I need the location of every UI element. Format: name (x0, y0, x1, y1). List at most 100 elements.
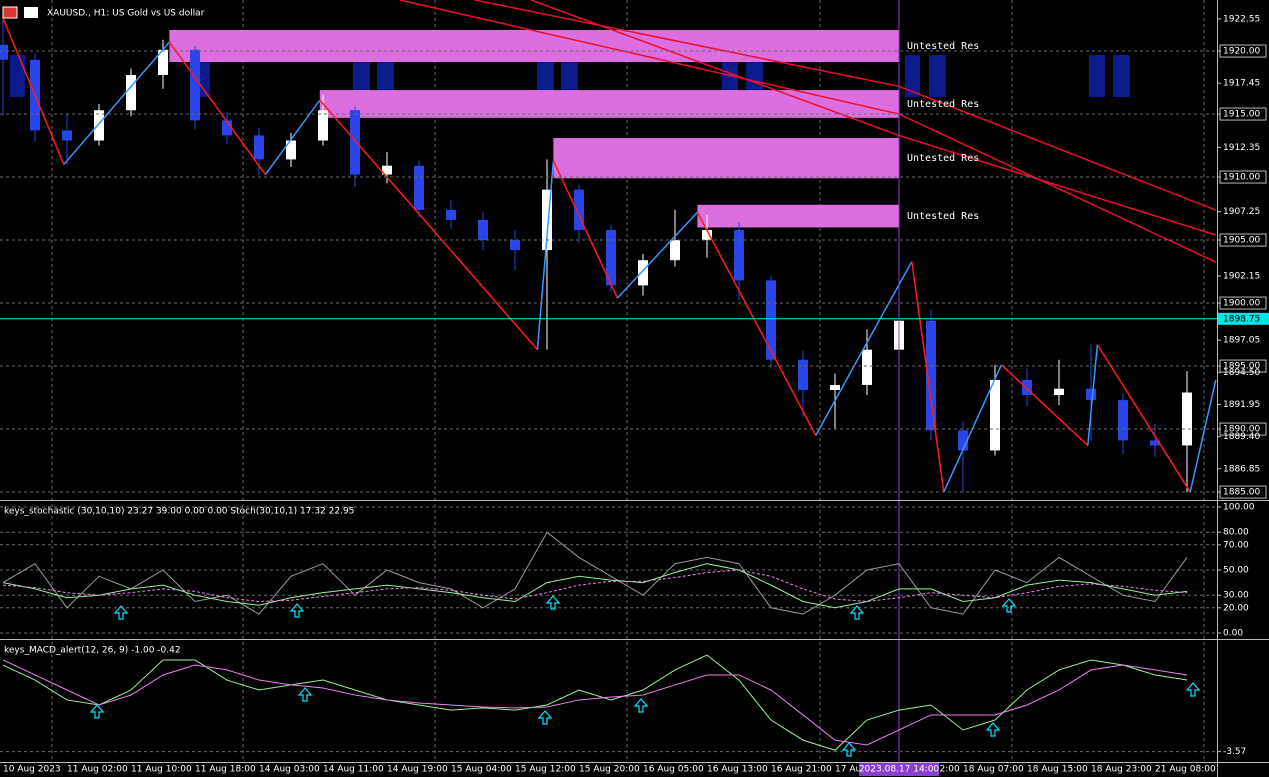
pane-title: keys_MACD_alert(12, 26, 9) -1.00 -0.42 (4, 646, 181, 656)
tick-box (1219, 107, 1267, 121)
x-tick-label: 14 Aug 11:00 (323, 765, 384, 775)
y-tick-label: 1922.55 (1223, 14, 1260, 24)
zigzag-leg (696, 211, 817, 436)
symbol-icon (2, 6, 18, 19)
y-tick-label: 1902.15 (1223, 271, 1260, 281)
candle-body (1118, 400, 1128, 441)
zigzag-leg (264, 99, 321, 175)
y-tick-label: 1920.00 (1223, 47, 1260, 57)
candle-body (0, 44, 8, 60)
x-tick-label: 16 Aug 13:00 (707, 765, 768, 775)
crosshair-label: 2023.08.17 14:00 (859, 765, 940, 775)
symbol-icon (24, 7, 38, 18)
pane-title: keys_stochastic (30,10,10) 23.27 39.00 0… (4, 507, 354, 517)
y-tick-label: 1912.35 (1223, 143, 1260, 153)
resistance-zone (169, 29, 899, 62)
resistance-zone (697, 204, 899, 228)
y-tick-label: 1917.45 (1223, 79, 1260, 89)
zone-label: Untested Res (907, 153, 979, 164)
current-price-label: 1898.75 (1223, 314, 1260, 324)
crosshair-box (859, 763, 939, 776)
y-tick-label: 1889.40 (1223, 432, 1260, 442)
y-tick-label: 20.00 (1223, 603, 1249, 613)
zone-label: Untested Res (907, 41, 979, 52)
zigzag-leg (1189, 379, 1217, 493)
candle-body (574, 189, 584, 230)
zigzag-leg (911, 261, 945, 493)
y-tick-label: 70.00 (1223, 540, 1249, 550)
candle-body (990, 379, 1000, 451)
y-tick-label: 1891.95 (1223, 400, 1260, 410)
indicator-line (2, 569, 1188, 603)
y-tick-label: 1905.00 (1223, 236, 1260, 246)
zigzag-leg (1000, 364, 1089, 446)
indicator-line (2, 531, 1188, 615)
tick-box (1219, 296, 1267, 310)
x-tick-label: 16 Aug 05:00 (643, 765, 704, 775)
y-tick-label: 1907.25 (1223, 207, 1260, 217)
x-tick-label: 11 Aug 02:00 (67, 765, 128, 775)
y-tick-label: 0.00 (1223, 629, 1243, 639)
candle-body (222, 120, 232, 136)
candle-body (318, 110, 328, 141)
current-price-box (1218, 312, 1269, 325)
candle-body (606, 229, 616, 286)
zigzag-leg (943, 364, 1003, 493)
candle-body (1150, 440, 1160, 446)
tick-box (1219, 233, 1267, 247)
candle-body (798, 359, 808, 390)
x-tick-label: 11 Aug 18:00 (195, 765, 256, 775)
candle-body (62, 130, 72, 141)
signal-arrows (89, 595, 1201, 757)
candle-body (286, 140, 296, 160)
candle-body (926, 320, 936, 431)
candle-body (542, 189, 552, 251)
indicator-line (2, 654, 1188, 751)
resistance-zone (319, 90, 899, 118)
resistance-zone (553, 137, 899, 179)
x-tick-label: 14 Aug 19:00 (387, 765, 448, 775)
y-tick-label: 1890.00 (1223, 425, 1260, 435)
indicator-line (2, 563, 1188, 609)
y-tick-label: 1895.00 (1223, 362, 1260, 372)
x-tick-label: 10 Aug 2023 (3, 765, 61, 775)
zigzag-leg (1096, 344, 1191, 493)
candle-body (1054, 388, 1064, 396)
candle-body (702, 229, 712, 241)
candle-body (478, 219, 488, 241)
x-tick-label: 18 Aug 07:00 (963, 765, 1024, 775)
y-tick-label: 100.00 (1223, 503, 1255, 513)
candle-body (190, 49, 200, 121)
y-tick-label: 1900.00 (1223, 299, 1260, 309)
x-tick-label: 18 Aug 15:00 (1027, 765, 1088, 775)
candle-body (254, 135, 264, 160)
y-tick-label: 30.00 (1223, 591, 1249, 601)
x-tick-label: 11 Aug 10:00 (131, 765, 192, 775)
tick-box (1219, 422, 1267, 436)
candle-body (382, 165, 392, 175)
y-tick-label: 80.00 (1223, 528, 1249, 538)
candle-body (1022, 379, 1032, 396)
zigzag-leg (2, 17, 65, 165)
indicator-line (2, 659, 1188, 746)
x-tick-label: 15 Aug 12:00 (515, 765, 576, 775)
candle-body (1182, 392, 1192, 446)
zone-label: Untested Res (907, 211, 979, 222)
y-tick-label: -3.57 (1223, 747, 1246, 757)
y-tick-label: 1886.85 (1223, 464, 1260, 474)
candle-body (830, 384, 840, 390)
candle-body (350, 110, 360, 175)
candle-body (1086, 388, 1096, 401)
x-tick-label: 14 Aug 03:00 (259, 765, 320, 775)
zigzag-leg (552, 160, 619, 299)
candle-body (414, 165, 424, 210)
x-tick-label: 16 Aug 21:00 (771, 765, 832, 775)
candle-body (958, 430, 968, 451)
y-tick-label: 1894.50 (1223, 368, 1260, 378)
candle-body (158, 49, 168, 75)
x-tick-label: 18 Aug 23:00 (1091, 765, 1152, 775)
tick-box (1219, 170, 1267, 184)
zigzag-leg (63, 41, 170, 165)
